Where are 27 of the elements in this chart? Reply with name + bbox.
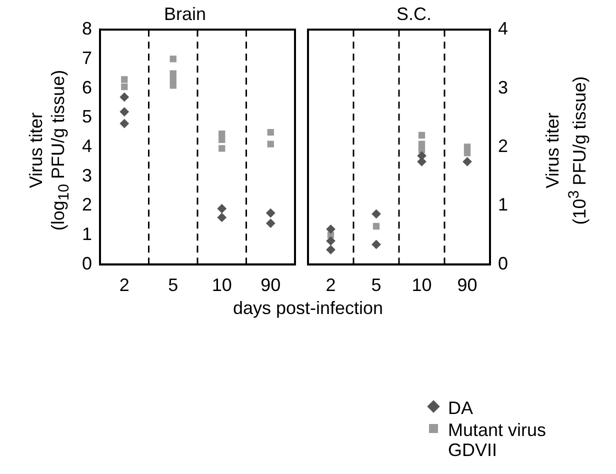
- legend-label: Mutant virus GDVII: [448, 420, 548, 460]
- y-tick-label: 8: [82, 18, 92, 39]
- x-tick-label: 5: [168, 275, 178, 296]
- y2-tick-label: 2: [498, 136, 508, 156]
- x-tick-label: 2: [326, 275, 336, 296]
- y-tick-label: 7: [82, 48, 92, 68]
- x-axis-title: days post-infection: [232, 298, 384, 319]
- y-tick-label: 5: [82, 106, 92, 127]
- x-tick-label: 90: [260, 275, 281, 296]
- x-tick-label: 90: [457, 275, 478, 296]
- y-tick-label: 4: [82, 136, 92, 156]
- y2-tick-label: 1: [498, 194, 508, 215]
- y2-tick-label: 3: [498, 77, 508, 98]
- y-tick-label: 3: [82, 165, 92, 186]
- x-tick-label: 10: [412, 275, 432, 296]
- legend-label: DA: [448, 398, 474, 418]
- chart-title: Brain: [164, 4, 206, 24]
- y-tick-label: 2: [82, 194, 92, 215]
- y2-tick-label: 4: [498, 18, 508, 39]
- y-tick-label: 6: [82, 77, 92, 98]
- y-tick-label: 1: [82, 224, 92, 244]
- x-tick-label: 2: [119, 275, 130, 296]
- chart-title: S.C.: [396, 4, 432, 24]
- x-tick-label: 10: [212, 275, 232, 296]
- y2-tick-label: 0: [498, 253, 508, 274]
- y-tick-label: 0: [82, 253, 92, 274]
- x-tick-label: 5: [371, 275, 382, 296]
